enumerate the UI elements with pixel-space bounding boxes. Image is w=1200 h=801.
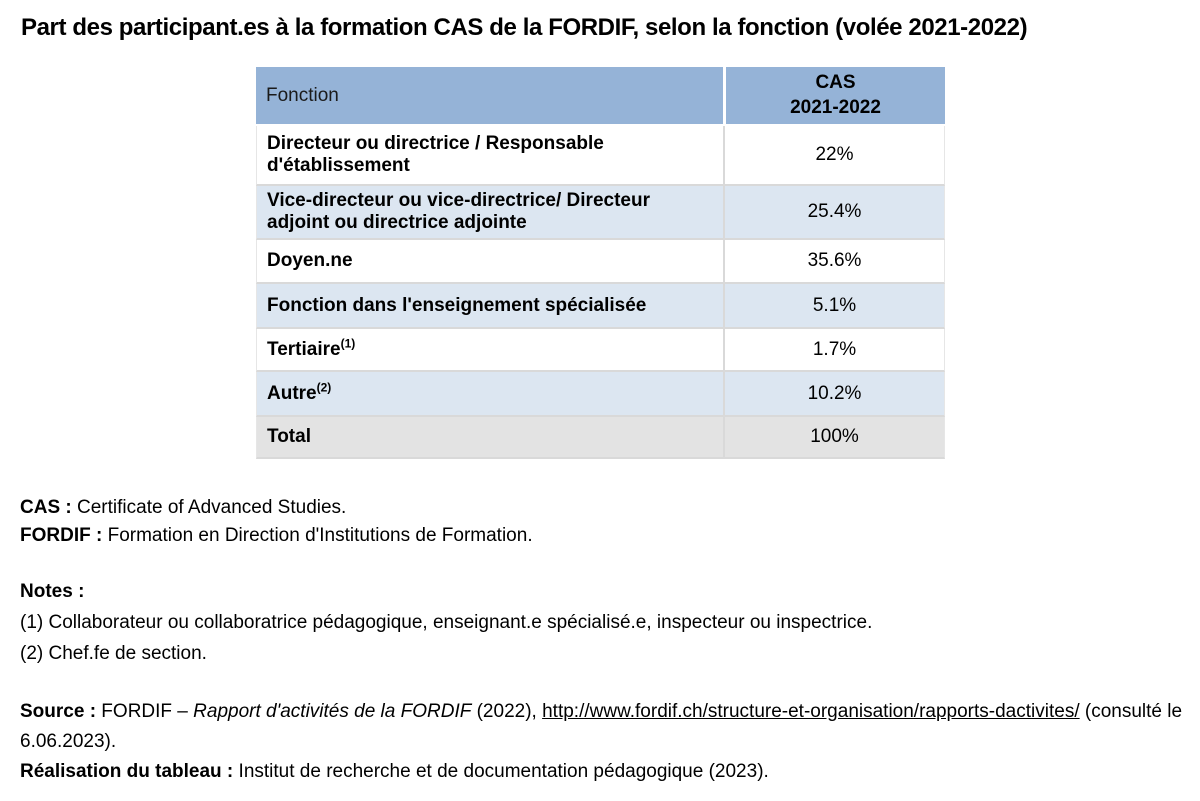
footnotes-area: CAS : Certificate of Advanced Studies. F… <box>20 494 1185 787</box>
source-link[interactable]: http://www.fordif.ch/structure-et-organi… <box>542 701 1080 723</box>
source-pre: FORDIF – <box>96 701 194 723</box>
function-label: Tertiaire <box>267 338 341 360</box>
source-post: (consulté le 6.06.2023). <box>20 701 1183 753</box>
value-cell: 22% <box>723 126 945 187</box>
value-cell: 25.4% <box>723 186 945 241</box>
value-cell: 5.1% <box>723 284 945 330</box>
table-row: Fonction dans l'enseignement spécialisée… <box>256 284 945 330</box>
note-marker-2: (2) <box>316 380 332 395</box>
source-mid: (2022), <box>471 701 543 723</box>
source-report-title: Rapport d'activités de la FORDIF <box>193 701 472 723</box>
column-header-cas: CAS 2021-2022 <box>723 67 945 127</box>
source-block: Source : FORDIF – Rapport d'activités de… <box>20 697 1185 787</box>
column-header-fonction: Fonction <box>256 67 723 127</box>
table-row: Tertiaire(1) 1.7% <box>256 329 945 373</box>
function-cell: Autre(2) <box>256 372 723 418</box>
realisation-text: Institut de recherche et de documentatio… <box>233 761 769 783</box>
value-cell: 35.6% <box>723 240 945 285</box>
table-row: Vice-directeur ou vice-directrice/ Direc… <box>256 186 945 241</box>
definition-fordif: FORDIF : Formation en Direction d'Instit… <box>20 522 1185 550</box>
definition-term: FORDIF : <box>20 525 103 547</box>
definition-text: Certificate of Advanced Studies. <box>71 497 347 519</box>
function-cell: Directeur ou directrice / Responsable d'… <box>256 126 723 187</box>
table-row: Autre(2) 10.2% <box>256 372 945 418</box>
function-cell: Doyen.ne <box>256 240 723 285</box>
header-row: Fonction CAS 2021-2022 <box>256 67 945 127</box>
definitions: CAS : Certificate of Advanced Studies. F… <box>20 494 1185 550</box>
note-item-2: (2) Chef.fe de section. <box>20 643 207 665</box>
function-cell: Vice-directeur ou vice-directrice/ Direc… <box>256 186 723 241</box>
value-cell: 10.2% <box>723 372 945 418</box>
function-cell: Fonction dans l'enseignement spécialisée <box>256 284 723 330</box>
note-marker-1: (1) <box>340 336 356 351</box>
realisation-line: Réalisation du tableau : Institut de rec… <box>20 757 1185 787</box>
function-label: Autre <box>267 382 317 404</box>
definition-term: CAS : <box>20 497 72 519</box>
figure-title: Part des participant.es à la formation C… <box>21 14 1028 41</box>
definition-text: Formation en Direction d'Institutions de… <box>102 525 533 547</box>
value-cell: 1.7% <box>723 329 945 373</box>
realisation-label: Réalisation du tableau : <box>20 761 234 783</box>
total-value-cell: 100% <box>723 417 945 460</box>
total-row: Total 100% <box>256 417 945 460</box>
total-label-cell: Total <box>256 417 723 460</box>
notes-heading: Notes : <box>20 581 85 603</box>
notes-block: Notes : (1) Collaborateur ou collaboratr… <box>20 576 1185 669</box>
participation-table: Fonction CAS 2021-2022 Directeur ou dire… <box>256 67 945 460</box>
source-label: Source : <box>20 701 97 723</box>
table-row: Doyen.ne 35.6% <box>256 240 945 285</box>
note-item-1: (1) Collaborateur ou collaboratrice péda… <box>20 612 873 634</box>
table-row: Directeur ou directrice / Responsable d'… <box>256 126 945 187</box>
source-line: Source : FORDIF – Rapport d'activités de… <box>20 697 1185 757</box>
function-cell: Tertiaire(1) <box>256 329 723 373</box>
definition-cas: CAS : Certificate of Advanced Studies. <box>20 494 1185 522</box>
